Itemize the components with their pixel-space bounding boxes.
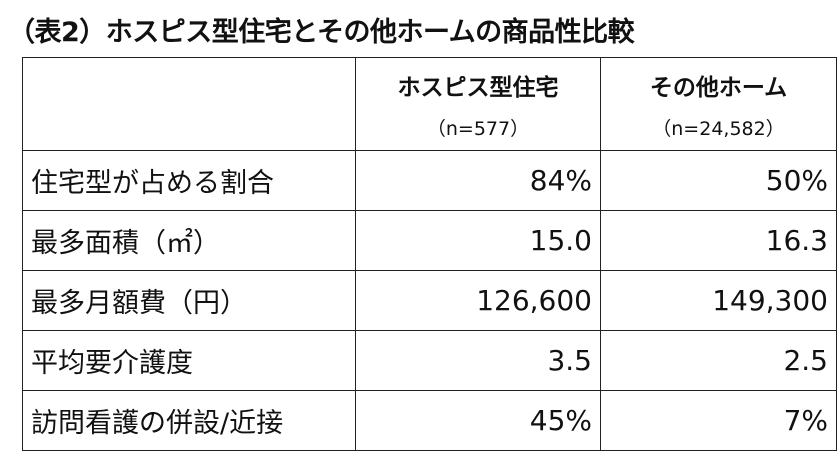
table-row: 住宅型が占める割合 84% 50% [22,150,837,211]
comparison-table: ホスピス型住宅 （n=577） その他ホーム （n=24,582） 住宅型が占め… [22,57,837,451]
table-header: ホスピス型住宅 （n=577） その他ホーム （n=24,582） [22,57,837,151]
column-label: ホスピス型住宅 [397,74,559,101]
table-row: 平均要介護度 3.5 2.5 [22,330,837,391]
cell-value: 3.5 [355,330,601,391]
column-n: （n=577） [426,117,530,140]
column-label: その他ホーム [649,74,788,101]
cell-value: 45% [355,390,601,451]
row-label: 平均要介護度 [22,330,356,391]
row-label: 訪問看護の併設/近接 [22,390,356,451]
header-cell: その他ホーム （n=24,582） [600,57,837,151]
table-row: 訪問看護の併設/近接 45% 7% [22,390,837,451]
column-n: （n=24,582） [652,117,785,140]
header-cell: ホスピス型住宅 （n=577） [355,57,601,151]
cell-value: 126,600 [355,270,601,331]
row-label: 最多面積（㎡） [22,210,356,271]
cell-value: 50% [600,150,837,211]
header-row: ホスピス型住宅 （n=577） その他ホーム （n=24,582） [22,57,837,151]
cell-value: 2.5 [600,330,837,391]
cell-value: 7% [600,390,837,451]
table-body: 住宅型が占める割合 84% 50% 最多面積（㎡） 15.0 16.3 最多月額費（円） 12… [22,150,837,451]
cell-value: 16.3 [600,210,837,271]
title: （表2）ホスピス型住宅とその他ホームの商品性比較 [8,17,635,48]
row-label: 最多月額費（円） [22,270,356,331]
cell-value: 84% [355,150,601,211]
table-row: 最多月額費（円） 126,600 149,300 [22,270,837,331]
cell-value: 15.0 [355,210,601,271]
cell-value: 149,300 [600,270,837,331]
table-row: 最多面積（㎡） 15.0 16.3 [22,210,837,271]
header-corner [22,57,356,151]
row-label: 住宅型が占める割合 [22,150,356,211]
